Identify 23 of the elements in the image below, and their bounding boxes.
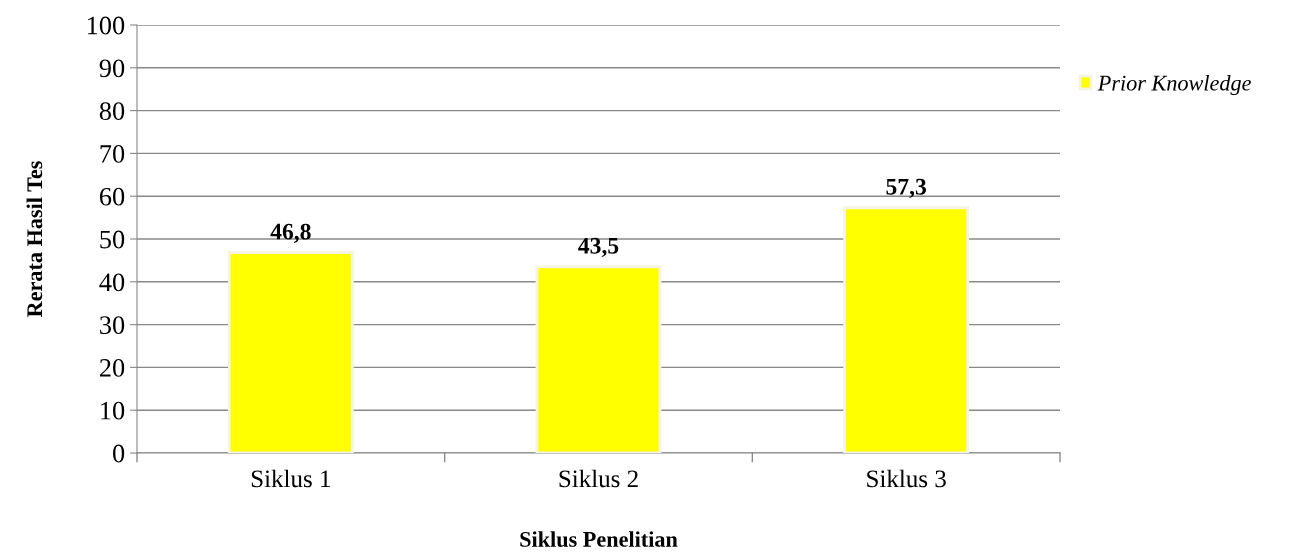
data-label: 43,5 bbox=[578, 237, 619, 258]
bar bbox=[843, 206, 970, 453]
y-axis-title: Rerata Hasil Tes bbox=[26, 161, 43, 318]
y-tick-label: 80 bbox=[99, 102, 125, 121]
y-tick-label: 60 bbox=[99, 187, 125, 206]
bar bbox=[535, 265, 662, 453]
data-label: 57,3 bbox=[886, 178, 927, 199]
y-tick-label: 10 bbox=[101, 401, 125, 420]
y-tick-label: 40 bbox=[99, 273, 125, 292]
y-tick-label: 70 bbox=[100, 145, 125, 163]
data-label: 46,8 bbox=[270, 223, 311, 243]
y-tick-label: 100 bbox=[87, 16, 125, 35]
y-tick-label: 0 bbox=[113, 444, 125, 463]
y-tick-label: 90 bbox=[99, 59, 125, 78]
x-tick-label: Siklus 3 bbox=[867, 469, 946, 488]
y-tick-label: 30 bbox=[100, 316, 125, 335]
bar bbox=[227, 251, 354, 453]
x-tick-label: Siklus 1 bbox=[251, 469, 330, 488]
y-tick-label: 50 bbox=[100, 230, 125, 249]
y-tick-label: 20 bbox=[99, 359, 125, 377]
legend-label: Prior Knowledge bbox=[1097, 74, 1251, 96]
x-tick-label: Siklus 2 bbox=[559, 469, 638, 488]
x-axis-title: Siklus Penelitian bbox=[520, 531, 678, 547]
